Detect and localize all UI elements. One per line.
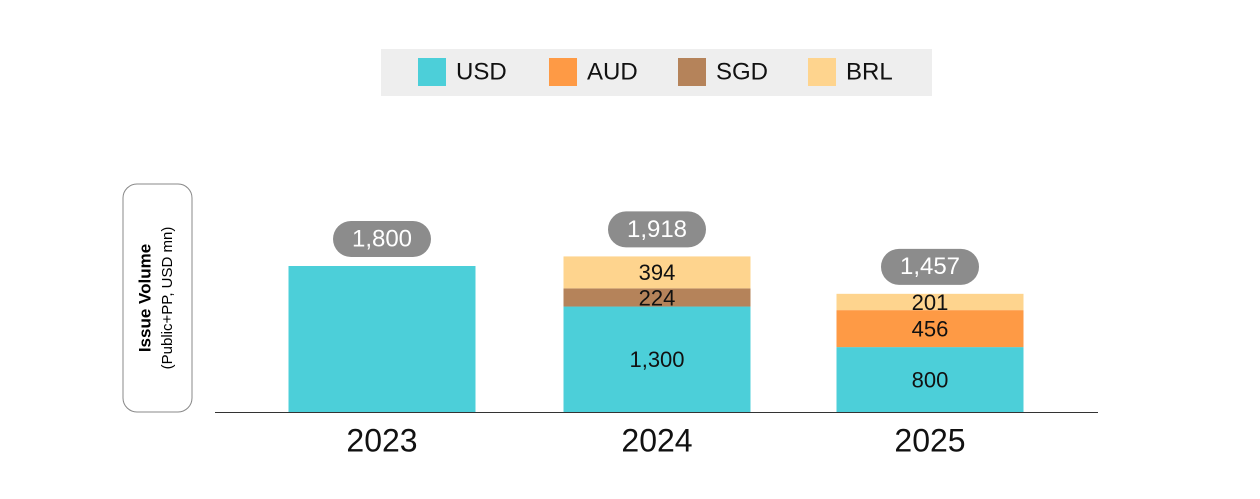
total-pill	[881, 248, 979, 285]
bar-segment	[563, 288, 751, 307]
legend-swatch	[549, 58, 577, 86]
legend-label: SGD	[716, 58, 768, 85]
bar-segment	[563, 306, 751, 412]
total-label: 1,457	[900, 253, 960, 280]
total-pill	[333, 221, 431, 257]
x-tick-label: 2025	[894, 422, 965, 458]
bar-segment	[836, 347, 1024, 412]
legend-label: USD	[456, 58, 507, 85]
y-axis-label: Issue Volume	[135, 244, 154, 352]
value-label: 224	[639, 285, 676, 310]
x-tick-label: 2024	[621, 422, 692, 458]
total-pill	[608, 211, 706, 248]
y-axis-sublabel: (Public+PP, USD mn)	[159, 227, 176, 370]
legend-box	[381, 49, 932, 96]
bar-segment	[836, 310, 1024, 348]
bar-segment	[836, 293, 1024, 311]
legend-label: BRL	[846, 58, 893, 85]
total-label: 1,800	[352, 225, 412, 252]
value-label: 201	[912, 290, 949, 315]
legend-swatch	[808, 58, 836, 86]
value-label: 394	[639, 260, 676, 285]
total-label: 1,918	[627, 216, 687, 243]
legend-swatch	[418, 58, 446, 86]
legend-label: AUD	[587, 58, 638, 85]
value-label: 1,300	[629, 347, 684, 372]
bar-segment	[288, 266, 476, 412]
legend-swatch	[678, 58, 706, 86]
y-label-box	[122, 183, 193, 413]
bar-segment	[563, 256, 751, 289]
value-label: 456	[912, 316, 949, 341]
value-label: 800	[912, 367, 949, 392]
x-tick-label: 2023	[346, 422, 417, 458]
